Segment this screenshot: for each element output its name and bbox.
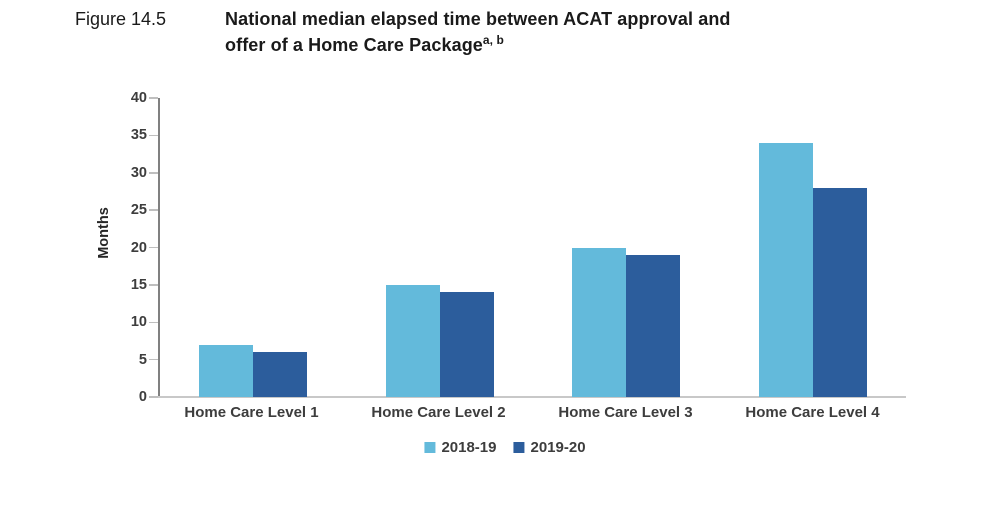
y-axis-tick-40 xyxy=(149,97,158,99)
x-axis-line xyxy=(158,396,906,398)
figure-title: National median elapsed time between ACA… xyxy=(225,6,731,58)
bar-groups xyxy=(160,98,906,397)
x-axis-labels: Home Care Level 1 Home Care Level 2 Home C… xyxy=(158,404,906,421)
bar-group-home-care-level-4 xyxy=(720,142,907,397)
legend: 2018-19 2019-20 xyxy=(424,439,586,456)
y-axis-tick-25 xyxy=(149,209,158,211)
y-axis-tick-15 xyxy=(149,284,158,286)
bar-group-home-care-level-3 xyxy=(533,247,720,397)
legend-label-2019-20: 2019-20 xyxy=(530,439,586,456)
plot-area: 0 5 10 15 20 25 30 35 40 xyxy=(131,91,906,404)
bar-2018-19-home-care-level-1 xyxy=(199,344,254,397)
bar-2019-20-home-care-level-4 xyxy=(812,187,867,397)
x-axis-label-home-care-level-2: Home Care Level 2 xyxy=(371,404,506,421)
figure-title-superscript: a, b xyxy=(482,33,504,47)
legend-item-2019-20: 2019-20 xyxy=(513,439,586,456)
x-axis-label-home-care-level-1: Home Care Level 1 xyxy=(184,404,319,421)
bar-2018-19-home-care-level-2 xyxy=(385,284,440,397)
legend-item-2018-19: 2018-19 xyxy=(424,439,497,456)
y-axis-tick-label-25: 25 xyxy=(130,201,147,218)
bar-2018-19-home-care-level-3 xyxy=(572,247,627,397)
x-axis-label-home-care-level-4: Home Care Level 4 xyxy=(745,404,880,421)
y-axis-tick-label-40: 40 xyxy=(130,89,147,106)
y-axis-tick-0 xyxy=(149,396,158,398)
legend-label-2018-19: 2018-19 xyxy=(441,439,497,456)
y-axis-tick-label-15: 15 xyxy=(130,276,147,293)
figure-title-line1: National median elapsed time between ACA… xyxy=(225,9,731,29)
y-axis-tick-label-10: 10 xyxy=(130,314,147,330)
bar-2019-20-home-care-level-3 xyxy=(626,255,681,397)
y-axis-tick-label-35: 35 xyxy=(130,127,147,144)
figure-number: Figure 14.5 xyxy=(75,9,167,29)
y-axis-tick-label-20: 20 xyxy=(130,239,147,256)
y-axis-tick-20 xyxy=(149,246,158,249)
x-axis-label-home-care-level-3: Home Care Level 3 xyxy=(558,404,693,421)
y-axis-tick-label-0: 0 xyxy=(138,388,147,405)
bar-2018-19-home-care-level-4 xyxy=(758,142,813,397)
bar-group-home-care-level-1 xyxy=(160,344,347,397)
y-axis-tick-label-30: 30 xyxy=(130,164,147,181)
legend-swatch-2018-19 xyxy=(424,442,436,453)
y-axis-tick-5 xyxy=(149,358,158,361)
bar-group-home-care-level-2 xyxy=(347,284,534,397)
legend-swatch-2019-20 xyxy=(513,442,525,453)
bar-2019-20-home-care-level-2 xyxy=(439,292,494,397)
bar-2019-20-home-care-level-1 xyxy=(253,352,308,397)
y-axis-tick-30 xyxy=(149,172,158,174)
y-axis-tick-35 xyxy=(149,134,158,137)
y-axis-tick-label-5: 5 xyxy=(138,351,147,368)
figure-title-line2: offer of a Home Care Package xyxy=(225,35,483,55)
y-axis-tick-10 xyxy=(149,321,158,323)
